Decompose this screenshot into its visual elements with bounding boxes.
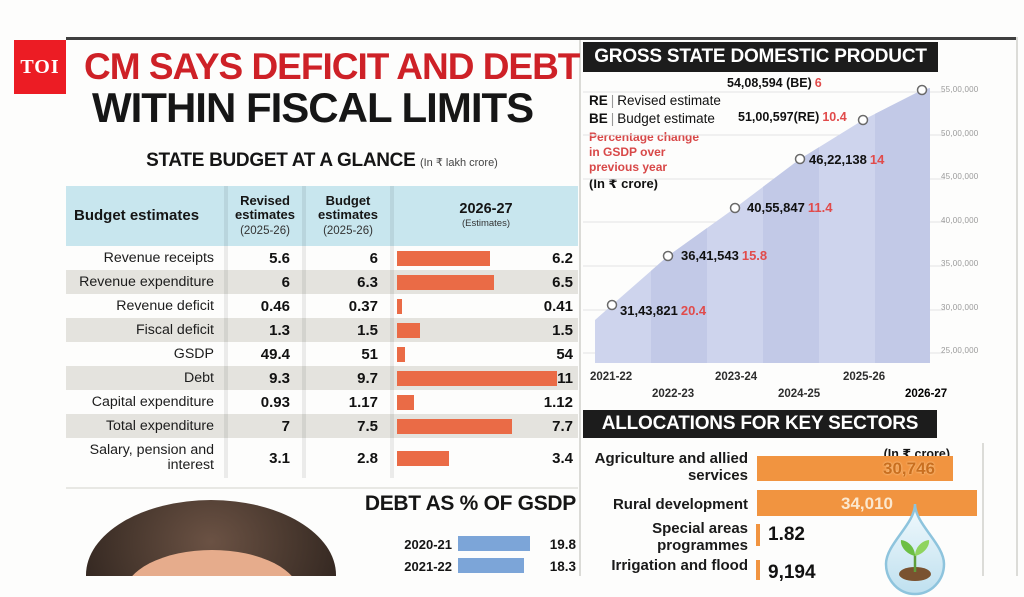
allocation-value: 9,194 bbox=[768, 562, 816, 583]
estimate-bar bbox=[397, 298, 402, 314]
debt-gsdp-title: DEBT AS % OF GSDP bbox=[364, 492, 576, 515]
estimate-bar bbox=[397, 322, 420, 338]
legend-revised-estimate: RE | Revised estimate bbox=[589, 93, 721, 108]
allocation-bar: 30,746 bbox=[757, 456, 953, 481]
y-axis-label: 25,00,000 bbox=[941, 346, 979, 355]
debt-bar bbox=[458, 558, 524, 573]
allocation-bar bbox=[756, 560, 760, 580]
gsdp-pct-note: Percentage change in GSDP over previous … bbox=[589, 130, 700, 174]
debt-value: 18.3 bbox=[549, 559, 576, 574]
estimate-bar bbox=[397, 394, 414, 410]
allocation-label: Rural development bbox=[612, 496, 748, 513]
gsdp-point-label: 40,55,847 11.4 bbox=[747, 200, 833, 215]
x-axis-label: 2022-23 bbox=[652, 388, 695, 400]
x-axis-label: 2026-27 bbox=[905, 388, 948, 400]
debt-bar bbox=[458, 536, 530, 551]
allocations-right-border bbox=[982, 443, 984, 576]
x-axis-label: 2025-26 bbox=[843, 371, 886, 383]
table-row: Fiscal deficit 1.3 1.5 1.5 bbox=[66, 318, 578, 342]
allocation-label: Irrigation and flood bbox=[611, 557, 748, 574]
headline-line2: WITHIN FISCAL LIMITS bbox=[92, 84, 534, 131]
gsdp-point-label: 46,22,138 14 bbox=[809, 152, 885, 167]
budget-table-header: Budget estimates Revised estimates (2025… bbox=[66, 186, 578, 246]
estimate-bar bbox=[397, 370, 557, 386]
table-row: Revenue expenditure 6 6.3 6.5 bbox=[66, 270, 578, 294]
allocation-value: 1.82 bbox=[768, 524, 805, 545]
table-row: Capital expenditure 0.93 1.17 1.12 bbox=[66, 390, 578, 414]
panel-divider bbox=[579, 40, 581, 576]
estimate-bar bbox=[397, 346, 405, 362]
y-axis-label: 35,00,000 bbox=[941, 259, 979, 268]
table-row: Total expenditure 7 7.5 7.7 bbox=[66, 414, 578, 438]
table-row: Revenue deficit 0.46 0.37 0.41 bbox=[66, 294, 578, 318]
table-row: Salary, pension and interest 3.1 2.8 3.4 bbox=[66, 438, 578, 478]
y-axis-label: 30,00,000 bbox=[941, 303, 979, 312]
header-budget-estimates: Budget estimates bbox=[74, 207, 200, 224]
table-title: STATE BUDGET AT A GLANCE (In ₹ lakh cror… bbox=[66, 150, 578, 172]
allocations-section-header: ALLOCATIONS FOR KEY SECTORS bbox=[583, 410, 937, 438]
table-title-text: STATE BUDGET AT A GLANCE bbox=[146, 150, 416, 171]
y-axis-label: 55,00,000 bbox=[941, 85, 979, 94]
debt-value: 19.8 bbox=[549, 537, 576, 552]
gsdp-point-label: 36,41,543 15.8 bbox=[681, 248, 768, 263]
y-axis-label: 45,00,000 bbox=[941, 172, 979, 181]
estimate-bar bbox=[397, 274, 494, 290]
gsdp-point-label: 54,08,594 (BE) 6 bbox=[727, 76, 822, 90]
gsdp-point-label: 31,43,821 20.4 bbox=[620, 303, 707, 318]
gsdp-area-chart bbox=[583, 84, 945, 363]
toi-logo: TOI bbox=[14, 40, 66, 94]
allocation-bar bbox=[756, 524, 760, 546]
debt-year-label: 2021-22 bbox=[404, 559, 452, 574]
table-row: Debt 9.3 9.7 11 bbox=[66, 366, 578, 390]
estimate-bar bbox=[397, 418, 512, 434]
allocation-label: Special areas programmes bbox=[652, 520, 748, 554]
allocation-label: Agriculture and allied services bbox=[594, 450, 748, 484]
right-border bbox=[1016, 37, 1018, 576]
estimate-bar bbox=[397, 250, 490, 266]
x-axis-label: 2024-25 bbox=[778, 388, 821, 400]
header-revised-estimates: Revised estimates (2025-26) bbox=[224, 186, 302, 246]
left-panel-divider bbox=[66, 487, 578, 489]
table-unit-note: (In ₹ lakh crore) bbox=[419, 157, 498, 169]
data-point-markers bbox=[606, 84, 928, 311]
gsdp-unit-note: (In ₹ crore) bbox=[589, 176, 658, 191]
legend-budget-estimate: BE | Budget estimate bbox=[589, 111, 715, 126]
headline-line1: CM SAYS DEFICIT AND DEBT bbox=[84, 46, 580, 87]
cm-illustration bbox=[66, 494, 366, 576]
estimate-bar bbox=[397, 450, 449, 466]
budget-table: Budget estimates Revised estimates (2025… bbox=[66, 186, 578, 478]
header-2026-27: 2026-27 (Estimates) bbox=[390, 186, 578, 246]
x-axis-label: 2023-24 bbox=[715, 371, 758, 383]
top-rule bbox=[66, 37, 1018, 40]
y-axis-label: 40,00,000 bbox=[941, 216, 979, 225]
water-drop-illustration bbox=[884, 503, 946, 596]
table-row: Revenue receipts 5.6 6 6.2 bbox=[66, 246, 578, 270]
toi-logo-text: TOI bbox=[20, 55, 60, 78]
infographic-page: { "masthead": { "logo": "TOI" }, "headli… bbox=[14, 37, 1018, 596]
y-axis-label: 50,00,000 bbox=[941, 129, 979, 138]
gsdp-section-header: GROSS STATE DOMESTIC PRODUCT bbox=[583, 42, 938, 72]
debt-year-label: 2020-21 bbox=[404, 537, 452, 552]
gsdp-point-label: 51,00,597(RE) 10.4 bbox=[738, 110, 847, 124]
table-row: GSDP 49.4 51 54 bbox=[66, 342, 578, 366]
allocation-bar: 34,010 bbox=[757, 490, 977, 516]
x-axis-label: 2021-22 bbox=[590, 371, 633, 383]
header-budget-estimates-2025: Budget estimates (2025-26) bbox=[302, 186, 390, 246]
